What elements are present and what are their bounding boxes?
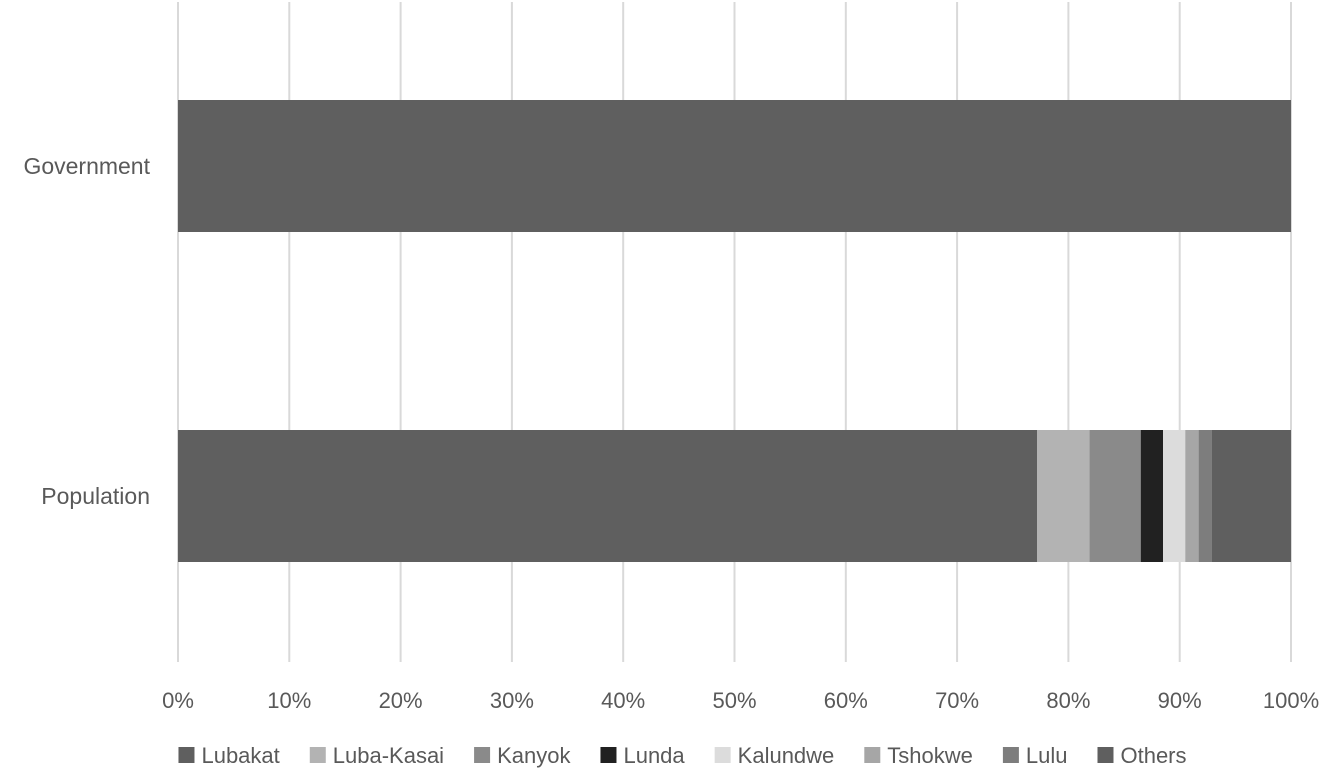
legend-label: Kanyok — [497, 743, 571, 768]
bar-segment-population-kanyok — [1089, 430, 1141, 562]
bar-segment-population-lubakat — [178, 430, 1038, 562]
legend-item: Kalundwe — [714, 743, 835, 768]
x-tick-label: 50% — [712, 688, 756, 713]
legend-item: Kanyok — [474, 743, 571, 768]
x-tick-label: 80% — [1046, 688, 1090, 713]
bar-segment-population-lulu — [1198, 430, 1212, 562]
category-label: Government — [23, 153, 150, 179]
x-tick-label: 70% — [935, 688, 979, 713]
x-tick-label: 0% — [162, 688, 194, 713]
x-tick-label: 100% — [1263, 688, 1319, 713]
legend-swatch — [474, 747, 491, 763]
legend-item: Lubakat — [178, 743, 280, 768]
legend-swatch — [1002, 747, 1019, 763]
legend: Lubakat Luba-Kasai Kanyok Lunda Kalundwe Tsho… — [178, 743, 1187, 768]
legend-label: Others — [1120, 743, 1186, 768]
legend-label: Lunda — [623, 743, 685, 768]
bar-segment-population-tshokwe — [1185, 430, 1199, 562]
legend-label: Lubakat — [201, 743, 279, 768]
bar-segment-population-lunda — [1140, 430, 1164, 562]
x-tick-label: 30% — [490, 688, 534, 713]
legend-item: Lunda — [600, 743, 685, 768]
category-label: Population — [41, 483, 150, 509]
x-tick-label: 20% — [379, 688, 423, 713]
legend-swatch — [1097, 747, 1114, 763]
x-axis-tick-labels: 0% 10% 20% 30% 40% 50% 60% 70% 80% 90% 100% — [162, 688, 1319, 713]
legend-item: Lulu — [1002, 743, 1068, 768]
legend-item: Tshokwe — [864, 743, 973, 768]
legend-swatch — [309, 747, 326, 763]
bar-segment-government-lubakat — [178, 100, 1291, 232]
legend-label: Luba-Kasai — [333, 743, 444, 768]
bar-segment-population-others — [1211, 430, 1291, 562]
legend-item: Others — [1097, 743, 1187, 768]
x-tick-label: 60% — [824, 688, 868, 713]
bar-segment-population-kalundwe — [1163, 430, 1186, 562]
category-labels: Government Population — [23, 153, 150, 509]
x-tick-label: 40% — [601, 688, 645, 713]
legend-swatch — [600, 747, 617, 763]
legend-label: Lulu — [1026, 743, 1068, 768]
legend-label: Kalundwe — [738, 743, 835, 768]
legend-label: Tshokwe — [887, 743, 973, 768]
legend-swatch — [178, 747, 195, 763]
bar-segment-population-luba-kasai — [1037, 430, 1090, 562]
legend-swatch — [714, 747, 731, 763]
bars — [178, 100, 1291, 562]
x-tick-label: 90% — [1158, 688, 1202, 713]
legend-item: Luba-Kasai — [309, 743, 444, 768]
legend-swatch — [864, 747, 881, 763]
x-tick-label: 10% — [267, 688, 311, 713]
